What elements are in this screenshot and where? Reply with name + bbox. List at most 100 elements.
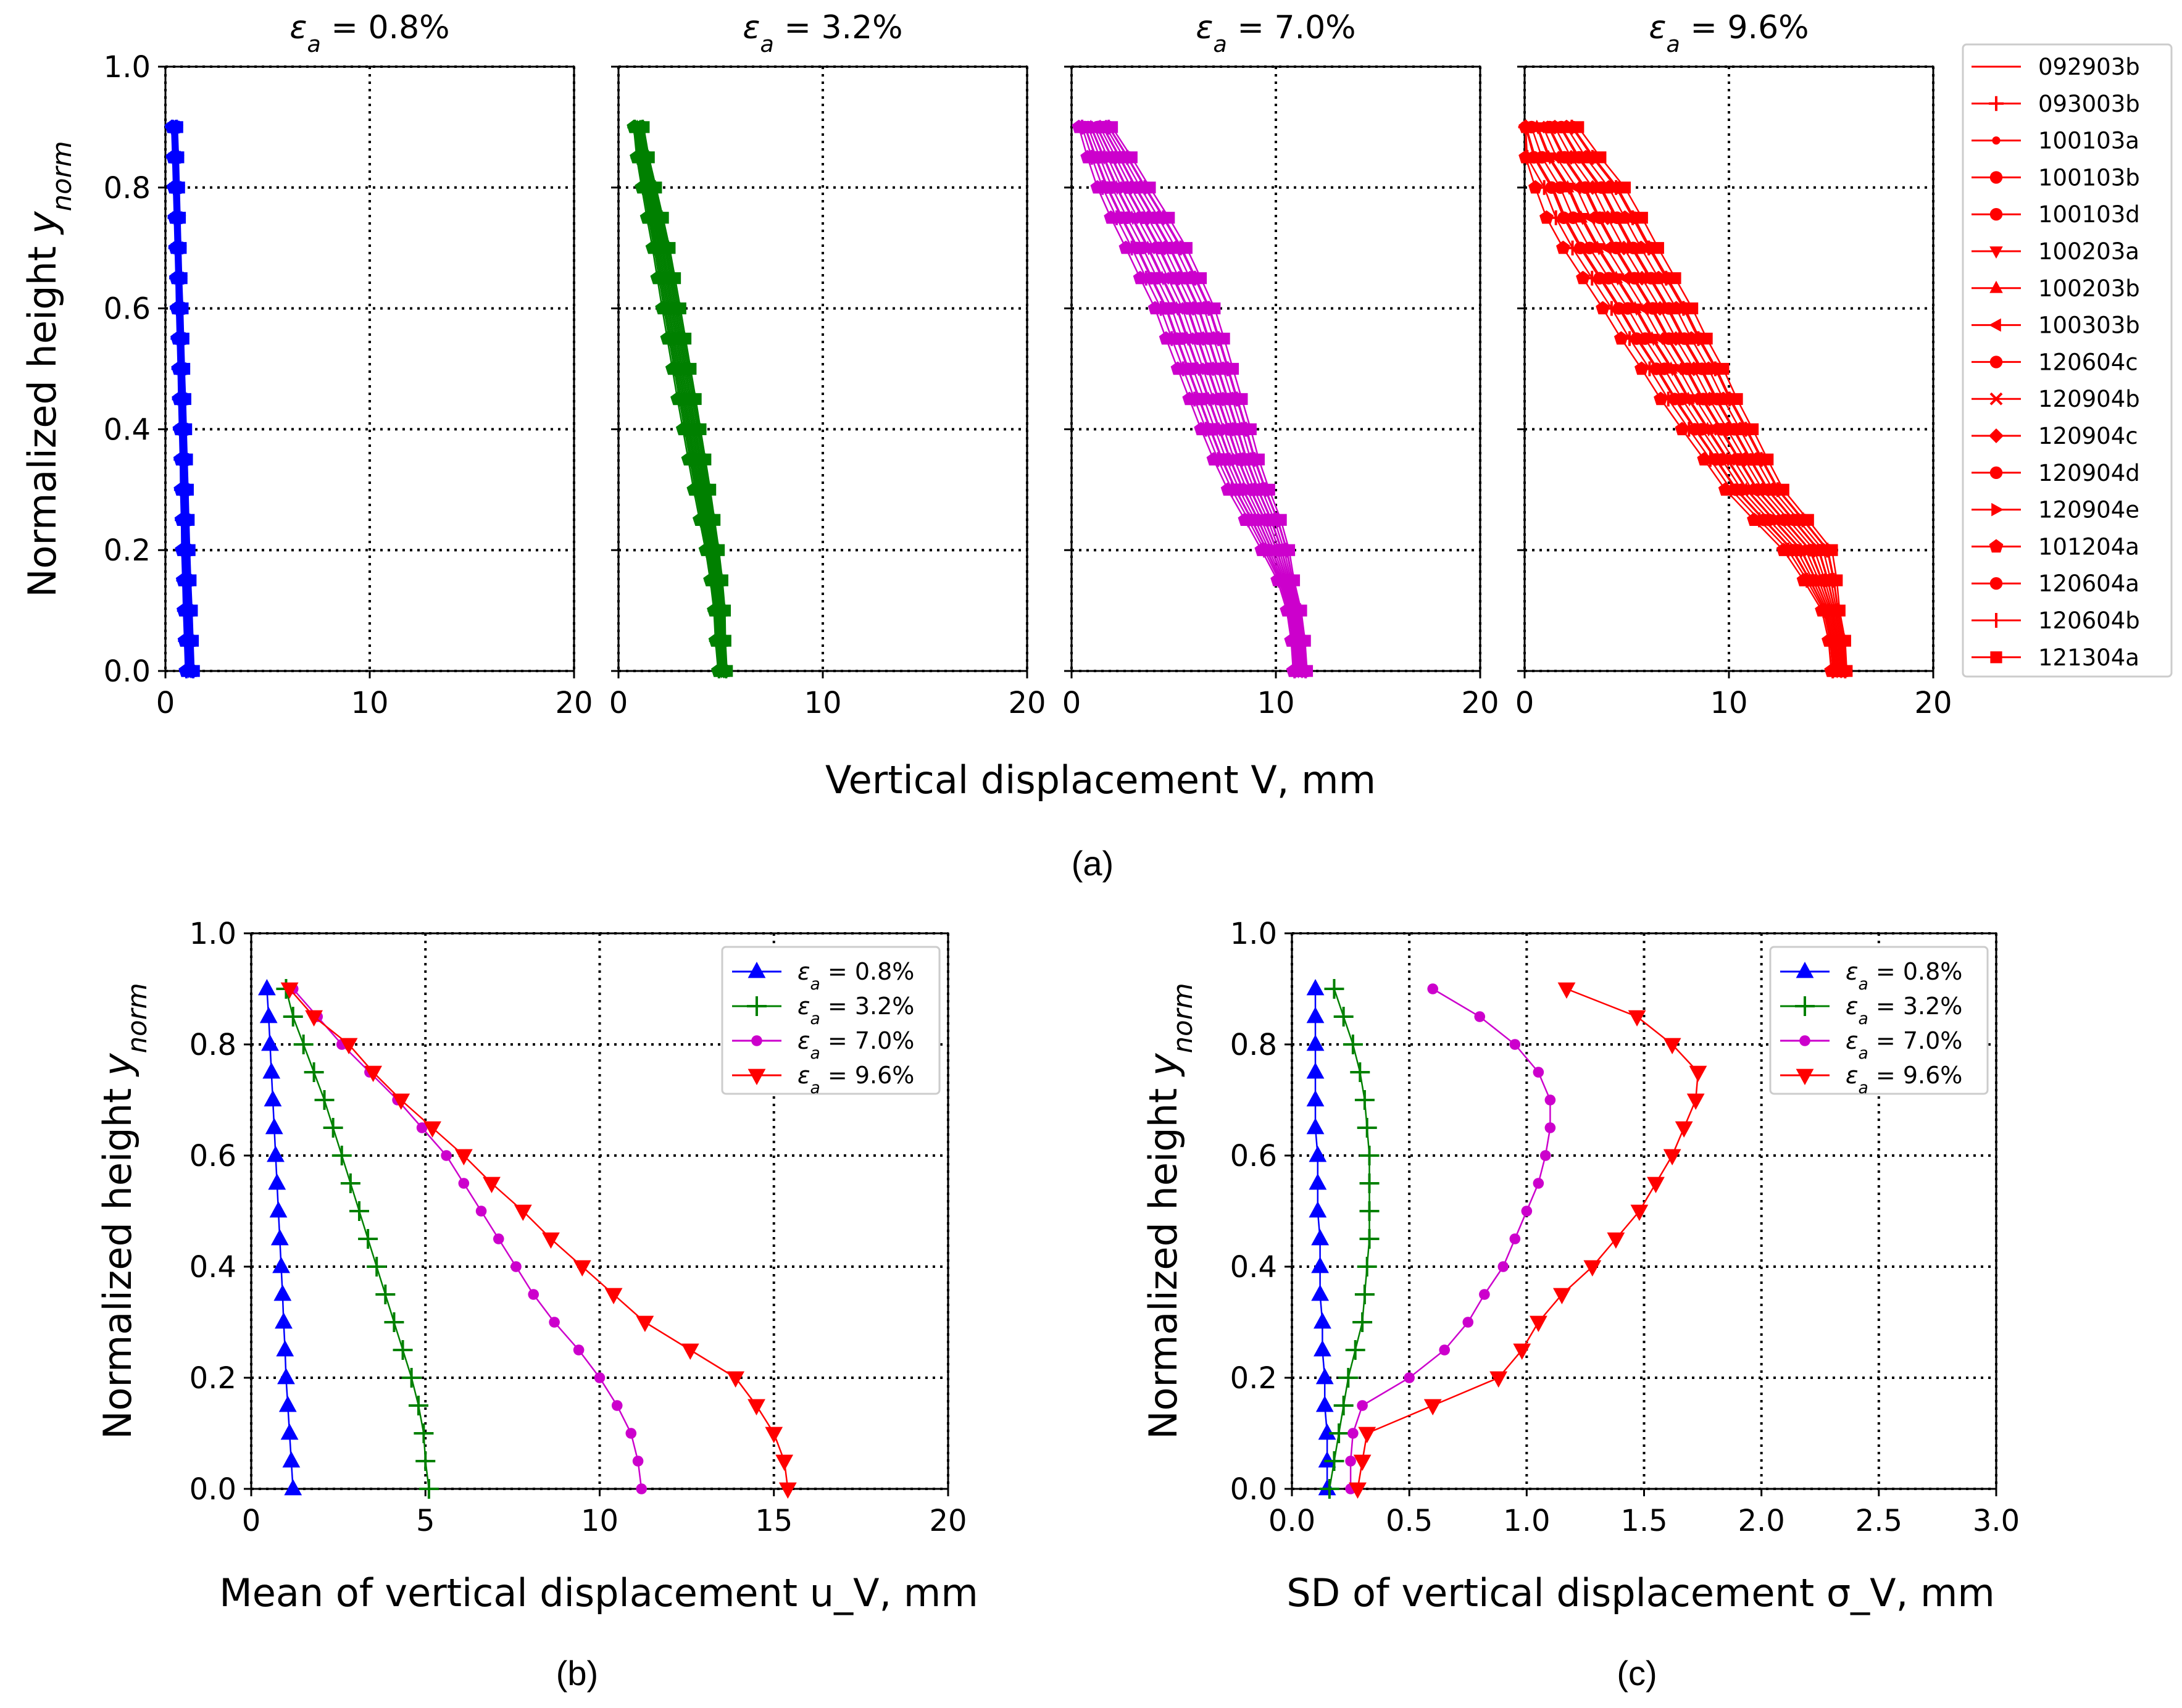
data-point (719, 635, 731, 647)
specimen-curve (1106, 121, 1314, 677)
data-point (1634, 361, 1649, 375)
data-point (1318, 1451, 1336, 1468)
data-point (1663, 1038, 1681, 1054)
legend-label: εa = 0.8% (1846, 958, 1962, 994)
data-point (1404, 1372, 1415, 1383)
x-tick-label: 0 (156, 686, 175, 720)
data-point (765, 1427, 783, 1443)
data-point (172, 151, 185, 164)
data-point (1636, 212, 1648, 224)
data-point (1669, 272, 1681, 285)
data-point (1533, 1067, 1544, 1078)
data-point (1577, 181, 1591, 194)
specimen-curve (171, 121, 200, 677)
data-point (414, 1423, 434, 1443)
data-point (1309, 1173, 1327, 1190)
data-point (262, 1062, 281, 1079)
data-point (1576, 270, 1590, 285)
series-9.6% (280, 982, 797, 1499)
x-tick-label: 20 (1461, 686, 1499, 720)
data-point (1288, 574, 1301, 586)
subplot-title: εa = 7.0% (1196, 9, 1355, 57)
data-point (180, 423, 193, 435)
series-9.6% (1349, 982, 1707, 1499)
legend-b: εa = 0.8%εa = 3.2%εa = 7.0%εa = 9.6% (721, 946, 941, 1098)
data-point (181, 453, 193, 465)
data-point (1630, 1204, 1649, 1221)
data-point (1263, 483, 1275, 496)
x-tick-label: 20 (555, 686, 593, 720)
series-0.8% (1306, 979, 1336, 1496)
data-point (1163, 212, 1175, 224)
data-point (458, 1178, 470, 1189)
legend-marker (1989, 392, 2003, 406)
data-point (278, 1396, 297, 1412)
data-point (418, 1479, 439, 1499)
series-line (285, 988, 430, 1489)
data-point (454, 1149, 473, 1165)
data-point (1359, 1229, 1380, 1249)
x-tick-label: 0.0 (1268, 1504, 1315, 1538)
data-point (611, 1400, 623, 1411)
x-tick-label: 20 (1914, 686, 1952, 720)
legend-marker (1799, 1035, 1810, 1046)
legend-marker (1989, 280, 2003, 293)
data-point (1583, 210, 1596, 225)
data-point (183, 544, 196, 556)
y-tick-label: 0.2 (104, 533, 151, 568)
legend-label: εa = 7.0% (1846, 1027, 1962, 1063)
data-point (1324, 979, 1344, 999)
legend-marker (1991, 502, 2004, 517)
legend-marker (1992, 136, 2001, 145)
legend-label: εa = 7.0% (797, 1027, 914, 1063)
legend-marker (1795, 996, 1815, 1016)
data-point (1556, 240, 1570, 254)
legend-marker (747, 996, 767, 1016)
data-point (1306, 979, 1325, 996)
data-point (1315, 1396, 1334, 1412)
x-axis-label-a: Vertical displacement V, mm (825, 757, 1376, 802)
y-tick-label: 0.4 (104, 412, 151, 447)
data-point (1359, 1146, 1380, 1165)
data-point (1573, 151, 1586, 164)
data-point (1679, 362, 1693, 375)
data-point (632, 1456, 644, 1467)
data-point (1324, 1451, 1344, 1471)
legend-box (721, 946, 941, 1095)
legend-label: 100203a (2038, 238, 2139, 265)
y-tick-label: 0.6 (189, 1139, 236, 1173)
data-point (704, 483, 717, 496)
legend-marker (1989, 539, 2004, 553)
series-7.0% (287, 983, 648, 1494)
data-point (1654, 391, 1668, 406)
data-point (1318, 1423, 1336, 1440)
data-point (650, 181, 662, 194)
data-point (1557, 151, 1570, 164)
legend-label: 120904e (2038, 497, 2139, 523)
data-point (1209, 302, 1221, 315)
data-point (727, 1371, 745, 1388)
data-point (282, 1451, 301, 1468)
x-tick-label: 10 (804, 686, 841, 720)
data-point (1423, 1399, 1442, 1415)
specimen-curve (1530, 119, 1844, 676)
x-tick-label: 0 (1515, 686, 1534, 720)
data-point (573, 1260, 591, 1277)
data-point (1777, 483, 1789, 496)
data-point (1306, 1090, 1325, 1107)
data-point (1315, 1368, 1334, 1385)
data-point (549, 1317, 560, 1328)
data-point (1354, 1285, 1375, 1304)
data-point (1350, 1062, 1370, 1082)
legend-label: εa = 0.8% (797, 958, 914, 994)
data-point (1345, 1340, 1365, 1360)
data-point (1591, 211, 1605, 225)
legend-label: 100103d (2038, 201, 2140, 228)
data-point (1544, 1094, 1556, 1106)
data-point (638, 121, 650, 133)
x-axis-label-c: SD of vertical displacement σ_V, mm (1286, 1570, 1995, 1615)
data-point (689, 393, 702, 406)
data-point (1513, 1343, 1531, 1360)
data-point (280, 982, 299, 999)
legend-marker (1989, 208, 2003, 221)
